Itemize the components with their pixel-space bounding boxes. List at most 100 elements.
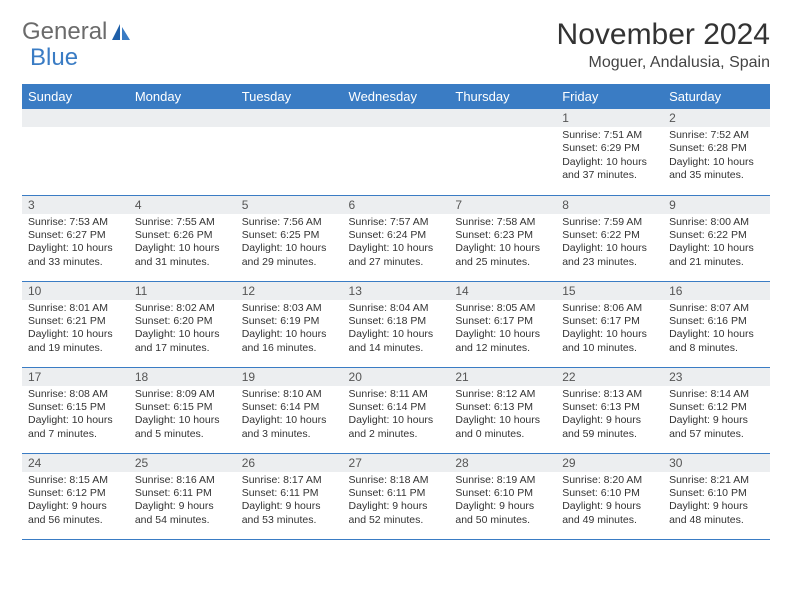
- daylight-line1: Daylight: 10 hours: [242, 328, 337, 341]
- day-details: Sunrise: 7:58 AMSunset: 6:23 PMDaylight:…: [449, 214, 556, 274]
- sunrise: Sunrise: 7:57 AM: [349, 216, 444, 229]
- week-row: 1Sunrise: 7:51 AMSunset: 6:29 PMDaylight…: [22, 109, 770, 195]
- day-number: 24: [22, 454, 129, 472]
- dayname-thu: Thursday: [449, 84, 556, 109]
- calendar-table: Sunday Monday Tuesday Wednesday Thursday…: [22, 84, 770, 540]
- day-details: Sunrise: 8:02 AMSunset: 6:20 PMDaylight:…: [129, 300, 236, 360]
- day-number: 26: [236, 454, 343, 472]
- daylight-line1: Daylight: 10 hours: [242, 242, 337, 255]
- day-cell: 15Sunrise: 8:06 AMSunset: 6:17 PMDayligh…: [556, 281, 663, 367]
- sunset: Sunset: 6:29 PM: [562, 142, 657, 155]
- day-cell: 1Sunrise: 7:51 AMSunset: 6:29 PMDaylight…: [556, 109, 663, 195]
- day-cell: [449, 109, 556, 195]
- brand-logo: General: [22, 18, 135, 46]
- day-details: Sunrise: 7:52 AMSunset: 6:28 PMDaylight:…: [663, 127, 770, 187]
- header: General November 2024 Moguer, Andalusia,…: [22, 18, 770, 72]
- day-details: Sunrise: 8:08 AMSunset: 6:15 PMDaylight:…: [22, 386, 129, 446]
- sunset: Sunset: 6:17 PM: [562, 315, 657, 328]
- daylight-line1: Daylight: 10 hours: [562, 156, 657, 169]
- sunrise: Sunrise: 8:02 AM: [135, 302, 230, 315]
- sunset: Sunset: 6:13 PM: [455, 401, 550, 414]
- sunrise: Sunrise: 8:03 AM: [242, 302, 337, 315]
- day-details: Sunrise: 8:21 AMSunset: 6:10 PMDaylight:…: [663, 472, 770, 532]
- daylight-line1: Daylight: 10 hours: [28, 414, 123, 427]
- daylight-line2: and 14 minutes.: [349, 342, 444, 355]
- sunset: Sunset: 6:20 PM: [135, 315, 230, 328]
- daylight-line2: and 10 minutes.: [562, 342, 657, 355]
- sunset: Sunset: 6:27 PM: [28, 229, 123, 242]
- dayname-fri: Friday: [556, 84, 663, 109]
- day-number: 13: [343, 282, 450, 300]
- sunset: Sunset: 6:26 PM: [135, 229, 230, 242]
- day-number: 3: [22, 196, 129, 214]
- daylight-line2: and 56 minutes.: [28, 514, 123, 527]
- day-number: 12: [236, 282, 343, 300]
- day-cell: 24Sunrise: 8:15 AMSunset: 6:12 PMDayligh…: [22, 453, 129, 539]
- sunset: Sunset: 6:11 PM: [242, 487, 337, 500]
- daylight-line1: Daylight: 9 hours: [349, 500, 444, 513]
- sunrise: Sunrise: 8:16 AM: [135, 474, 230, 487]
- sunset: Sunset: 6:21 PM: [28, 315, 123, 328]
- daylight-line1: Daylight: 10 hours: [669, 242, 764, 255]
- sunset: Sunset: 6:15 PM: [28, 401, 123, 414]
- day-number: 29: [556, 454, 663, 472]
- day-number: 20: [343, 368, 450, 386]
- daylight-line1: Daylight: 9 hours: [669, 414, 764, 427]
- empty-daynum: [449, 109, 556, 127]
- day-cell: 23Sunrise: 8:14 AMSunset: 6:12 PMDayligh…: [663, 367, 770, 453]
- day-number: 14: [449, 282, 556, 300]
- day-cell: 11Sunrise: 8:02 AMSunset: 6:20 PMDayligh…: [129, 281, 236, 367]
- daylight-line2: and 16 minutes.: [242, 342, 337, 355]
- day-details: Sunrise: 7:57 AMSunset: 6:24 PMDaylight:…: [343, 214, 450, 274]
- day-details: Sunrise: 8:14 AMSunset: 6:12 PMDaylight:…: [663, 386, 770, 446]
- day-cell: 3Sunrise: 7:53 AMSunset: 6:27 PMDaylight…: [22, 195, 129, 281]
- day-cell: 12Sunrise: 8:03 AMSunset: 6:19 PMDayligh…: [236, 281, 343, 367]
- day-cell: 7Sunrise: 7:58 AMSunset: 6:23 PMDaylight…: [449, 195, 556, 281]
- sunrise: Sunrise: 7:53 AM: [28, 216, 123, 229]
- title-block: November 2024 Moguer, Andalusia, Spain: [557, 18, 770, 72]
- sunset: Sunset: 6:22 PM: [669, 229, 764, 242]
- daylight-line1: Daylight: 10 hours: [135, 414, 230, 427]
- sunset: Sunset: 6:11 PM: [135, 487, 230, 500]
- day-number: 16: [663, 282, 770, 300]
- daylight-line1: Daylight: 10 hours: [28, 328, 123, 341]
- week-row: 24Sunrise: 8:15 AMSunset: 6:12 PMDayligh…: [22, 453, 770, 539]
- daylight-line1: Daylight: 10 hours: [455, 242, 550, 255]
- day-cell: 26Sunrise: 8:17 AMSunset: 6:11 PMDayligh…: [236, 453, 343, 539]
- day-details: Sunrise: 8:13 AMSunset: 6:13 PMDaylight:…: [556, 386, 663, 446]
- day-number: 1: [556, 109, 663, 127]
- dayname-tue: Tuesday: [236, 84, 343, 109]
- daylight-line2: and 37 minutes.: [562, 169, 657, 182]
- daylight-line1: Daylight: 9 hours: [455, 500, 550, 513]
- sunrise: Sunrise: 7:59 AM: [562, 216, 657, 229]
- day-cell: 6Sunrise: 7:57 AMSunset: 6:24 PMDaylight…: [343, 195, 450, 281]
- day-number: 28: [449, 454, 556, 472]
- day-number: 21: [449, 368, 556, 386]
- sunrise: Sunrise: 8:09 AM: [135, 388, 230, 401]
- day-cell: [343, 109, 450, 195]
- sunrise: Sunrise: 7:58 AM: [455, 216, 550, 229]
- daylight-line1: Daylight: 10 hours: [349, 414, 444, 427]
- daylight-line1: Daylight: 10 hours: [349, 328, 444, 341]
- day-details: Sunrise: 8:12 AMSunset: 6:13 PMDaylight:…: [449, 386, 556, 446]
- sunset: Sunset: 6:28 PM: [669, 142, 764, 155]
- day-cell: 19Sunrise: 8:10 AMSunset: 6:14 PMDayligh…: [236, 367, 343, 453]
- sunrise: Sunrise: 8:12 AM: [455, 388, 550, 401]
- sunrise: Sunrise: 7:52 AM: [669, 129, 764, 142]
- daylight-line1: Daylight: 10 hours: [349, 242, 444, 255]
- day-details: Sunrise: 8:15 AMSunset: 6:12 PMDaylight:…: [22, 472, 129, 532]
- day-number: 5: [236, 196, 343, 214]
- day-number: 15: [556, 282, 663, 300]
- daylight-line2: and 3 minutes.: [242, 428, 337, 441]
- day-details: Sunrise: 8:10 AMSunset: 6:14 PMDaylight:…: [236, 386, 343, 446]
- day-details: Sunrise: 7:53 AMSunset: 6:27 PMDaylight:…: [22, 214, 129, 274]
- day-details: Sunrise: 8:16 AMSunset: 6:11 PMDaylight:…: [129, 472, 236, 532]
- empty-daynum: [236, 109, 343, 127]
- daylight-line2: and 12 minutes.: [455, 342, 550, 355]
- day-details: Sunrise: 8:17 AMSunset: 6:11 PMDaylight:…: [236, 472, 343, 532]
- day-cell: 2Sunrise: 7:52 AMSunset: 6:28 PMDaylight…: [663, 109, 770, 195]
- daylight-line2: and 57 minutes.: [669, 428, 764, 441]
- sunrise: Sunrise: 8:06 AM: [562, 302, 657, 315]
- daylight-line2: and 52 minutes.: [349, 514, 444, 527]
- empty-daynum: [343, 109, 450, 127]
